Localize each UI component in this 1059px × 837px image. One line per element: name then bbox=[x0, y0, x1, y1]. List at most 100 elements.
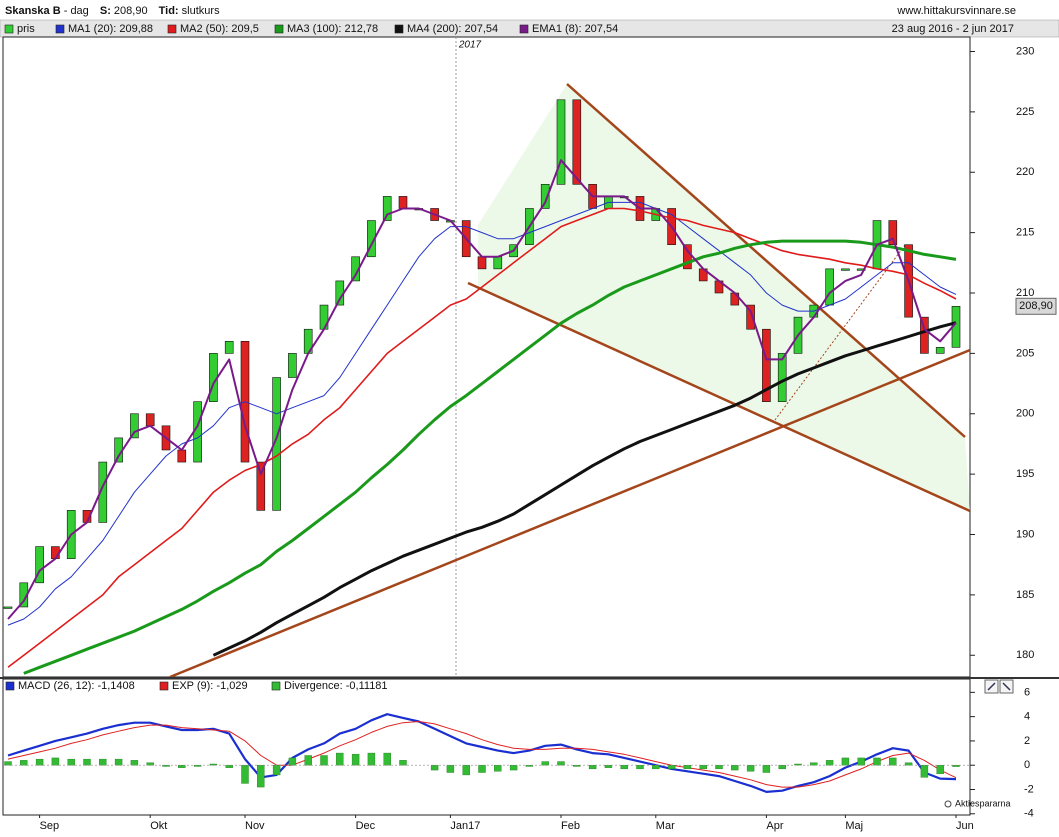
candle bbox=[288, 353, 297, 378]
last-price-box bbox=[1015, 297, 1057, 315]
header-bar bbox=[0, 0, 1059, 20]
legend-swatch bbox=[159, 681, 169, 691]
x-tick-label: Okt bbox=[150, 820, 167, 832]
divergence-bar bbox=[683, 765, 692, 770]
candle bbox=[572, 99, 582, 185]
y-tick-label: 225 bbox=[1016, 106, 1034, 118]
legend-swatch bbox=[519, 24, 529, 34]
legend-label: MA2 (50): 209,5 bbox=[180, 23, 259, 35]
x-tick-label: Feb bbox=[561, 820, 580, 832]
divergence-bar bbox=[667, 765, 676, 770]
divergence-bar bbox=[509, 765, 518, 771]
candle bbox=[177, 449, 187, 463]
divergence-bar bbox=[146, 762, 154, 766]
year-label: 2017 bbox=[458, 40, 482, 51]
candle bbox=[477, 256, 487, 270]
divergence-bar bbox=[272, 765, 281, 776]
x-tick-label: Sep bbox=[40, 820, 60, 832]
candle bbox=[130, 413, 139, 439]
candle bbox=[746, 304, 755, 330]
close-icon bbox=[1002, 682, 1011, 691]
divergence-bar bbox=[715, 765, 723, 770]
series-line bbox=[7, 713, 957, 793]
y-tick-label: 230 bbox=[1016, 45, 1034, 57]
mode: slutkurs bbox=[182, 5, 220, 17]
legend-swatch bbox=[5, 681, 15, 691]
x-tick-label: Mar bbox=[656, 820, 675, 832]
divergence-bar bbox=[620, 765, 628, 770]
candle bbox=[224, 341, 234, 354]
x-tick-label: Maj bbox=[845, 820, 863, 832]
divergence-bar bbox=[525, 765, 534, 767]
divergence-bar bbox=[130, 760, 139, 766]
divergence-bar bbox=[746, 765, 755, 772]
divergence-bar bbox=[320, 755, 328, 766]
candle bbox=[35, 546, 44, 584]
candle bbox=[556, 99, 566, 185]
x-tick-label: Dec bbox=[356, 820, 376, 832]
y-tick-label: 210 bbox=[1016, 287, 1034, 299]
series-layer bbox=[3, 99, 961, 675]
y-tick-label: 205 bbox=[1016, 347, 1034, 359]
trend-line bbox=[467, 281, 970, 513]
series-layer bbox=[4, 713, 960, 793]
date-range: 23 aug 2016 - 2 jun 2017 bbox=[892, 23, 1014, 35]
candle bbox=[145, 413, 155, 427]
candle bbox=[935, 347, 945, 354]
divergence-bar bbox=[904, 762, 913, 766]
y-tick-label: 185 bbox=[1016, 589, 1034, 601]
legend-swatch bbox=[55, 24, 65, 34]
divergence-bar bbox=[99, 758, 107, 766]
divergence-bar bbox=[636, 765, 644, 770]
site: www.hittakursvinnare.se bbox=[896, 5, 1016, 17]
y-tick-label: 220 bbox=[1016, 166, 1034, 178]
divergence-bar bbox=[336, 752, 344, 766]
divergence-bar bbox=[241, 765, 249, 784]
divergence-bar bbox=[873, 757, 881, 766]
legend-label: MA4 (200): 207,54 bbox=[407, 23, 498, 35]
legend-label: pris bbox=[17, 23, 35, 35]
candle bbox=[256, 461, 266, 511]
x-tick-label: Jan17 bbox=[450, 820, 480, 832]
candle bbox=[540, 184, 550, 209]
legend-swatch bbox=[274, 24, 284, 34]
legend-swatch bbox=[271, 681, 281, 691]
divergence-bar bbox=[778, 765, 786, 770]
legend-label: EMA1 (8): 207,54 bbox=[532, 23, 618, 35]
price-key: S: bbox=[100, 5, 111, 17]
last-price-label: 208,90 bbox=[1019, 300, 1053, 312]
legend-swatch bbox=[394, 24, 404, 34]
legend-swatch bbox=[167, 24, 177, 34]
period: - dag bbox=[64, 5, 89, 17]
divergence-bar bbox=[4, 761, 12, 766]
y-tick-label: 195 bbox=[1016, 468, 1034, 480]
header-text: Skanska B - dag S: 208,90 Tid: slutkurs bbox=[5, 5, 220, 17]
divergence-bar bbox=[541, 761, 549, 766]
y-tick-label: 215 bbox=[1016, 227, 1034, 239]
series-line bbox=[7, 207, 957, 668]
price: 208,90 bbox=[114, 5, 148, 17]
trend-line bbox=[169, 348, 970, 677]
y-tick-label: 200 bbox=[1016, 408, 1034, 420]
divergence-bar bbox=[731, 765, 739, 771]
trend-area bbox=[478, 84, 970, 511]
divergence-bar bbox=[83, 758, 91, 766]
mode-key: Tid: bbox=[159, 5, 179, 17]
x-tick-label: Apr bbox=[766, 820, 783, 832]
series-line bbox=[7, 721, 957, 788]
divergence-bar bbox=[762, 765, 771, 773]
divergence-bar bbox=[288, 757, 297, 766]
y-tick-label: 4 bbox=[1024, 711, 1030, 723]
divergence-bar bbox=[889, 757, 897, 766]
panel-divider bbox=[0, 677, 1059, 679]
trend-drawings bbox=[169, 83, 970, 677]
divergence-bar bbox=[794, 763, 802, 766]
divergence-bar bbox=[857, 757, 865, 766]
trend-line-dotted bbox=[774, 244, 906, 421]
divergence-bar bbox=[399, 760, 407, 766]
divergence-bar bbox=[209, 763, 218, 766]
divergence-bar bbox=[20, 760, 28, 766]
divergence-bar bbox=[825, 760, 834, 766]
candle bbox=[841, 268, 850, 271]
